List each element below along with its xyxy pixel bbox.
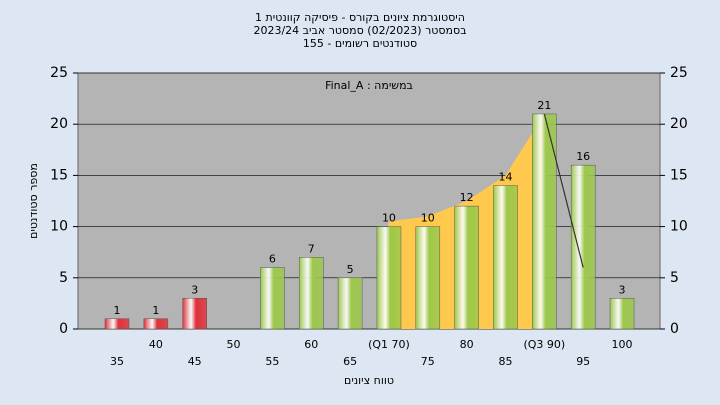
- data-label: 1: [152, 304, 159, 317]
- bar: [337, 277, 363, 330]
- data-label: 3: [191, 283, 198, 296]
- data-label: 6: [269, 253, 276, 266]
- x-tick-label: 50: [227, 338, 241, 351]
- bar: [143, 318, 169, 330]
- bar: [182, 298, 207, 330]
- y2-tick-label: 25: [670, 65, 688, 81]
- x-tick-label: 35: [110, 355, 124, 368]
- bar: [454, 205, 479, 330]
- y-tick-label: 20: [50, 116, 68, 132]
- chart-subtitle: בסמסטר (02/2023) סמסטר אביב 2023/24: [253, 24, 466, 37]
- x-tick-label: 85: [499, 355, 513, 368]
- x-tick-label: 80: [460, 338, 474, 351]
- chart-subtitle: סטודנטים רשומים - 155: [303, 37, 417, 50]
- trend-line: [543, 113, 584, 268]
- x-tick-label: 95: [576, 355, 590, 368]
- bar: [609, 298, 635, 330]
- y-tick-label: 15: [50, 167, 68, 183]
- annotation: במשימה : Final_A: [325, 79, 413, 92]
- data-label: 1: [114, 304, 121, 317]
- data-label: 10: [421, 212, 435, 225]
- x-tick-label: 55: [265, 355, 279, 368]
- chart-title: היסטוגרמת ציונים בקורס - פיסיקה קוונטית …: [255, 11, 465, 24]
- data-label: 3: [619, 283, 626, 296]
- data-label: 14: [499, 171, 513, 184]
- data-label: 16: [576, 150, 590, 163]
- x-axis-label: טווח ציונים: [344, 374, 394, 387]
- bar: [260, 267, 285, 330]
- y2-tick-label: 0: [670, 321, 679, 337]
- x-tick-label: 60: [304, 338, 318, 351]
- x-tick-label: 40: [149, 338, 163, 351]
- bar: [104, 318, 130, 330]
- bar: [376, 226, 402, 330]
- x-tick-label: 100: [612, 338, 633, 351]
- y2-tick-label: 20: [670, 116, 688, 132]
- bar: [415, 226, 441, 330]
- data-label: 7: [308, 242, 315, 255]
- data-label: 10: [382, 212, 396, 225]
- x-tick-label: (Q1 70): [368, 338, 410, 351]
- y-tick-label: 10: [50, 219, 68, 235]
- x-tick-label: 75: [421, 355, 435, 368]
- y2-tick-label: 5: [670, 270, 679, 286]
- data-label: 12: [460, 191, 474, 204]
- bar: [532, 113, 557, 330]
- bar: [570, 164, 596, 330]
- data-label: 21: [537, 99, 551, 112]
- x-tick-label: 45: [188, 355, 202, 368]
- y2-tick-label: 15: [670, 167, 688, 183]
- bar: [493, 185, 518, 330]
- data-label: 5: [347, 263, 354, 276]
- x-tick-label: 65: [343, 355, 357, 368]
- y-tick-label: 5: [59, 270, 68, 286]
- y-tick-label: 25: [50, 65, 68, 81]
- x-tick-label: (Q3 90): [523, 338, 565, 351]
- y-axis-label: מספר סטודנטים: [27, 163, 40, 239]
- y-tick-label: 0: [59, 321, 68, 337]
- bar: [299, 257, 324, 330]
- plot-area: [77, 72, 661, 330]
- y2-tick-label: 10: [670, 219, 688, 235]
